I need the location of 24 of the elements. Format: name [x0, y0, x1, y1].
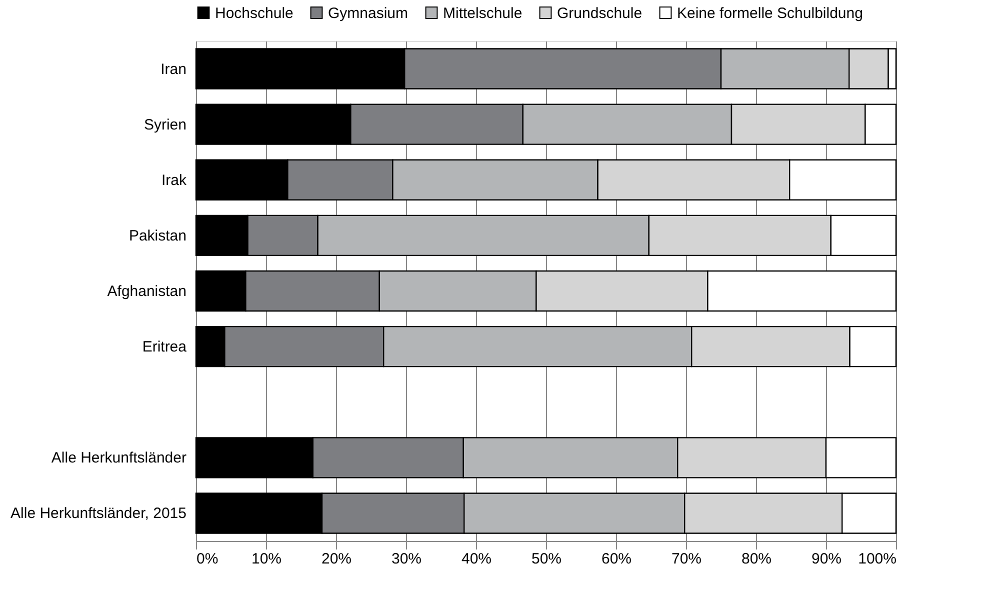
- x-tick-label: 100%: [858, 550, 896, 568]
- x-tick-label: 40%: [461, 550, 492, 568]
- y-tick-label: Iran: [160, 60, 186, 78]
- legend-label: Keine formelle Schulbildung: [677, 4, 863, 22]
- y-tick-label: Pakistan: [128, 227, 186, 244]
- legend-label: Hochschule: [215, 4, 294, 22]
- x-tick-label: 70%: [671, 550, 702, 568]
- y-tick-label: Alle Herkunftsländer: [51, 450, 186, 467]
- x-tick-label: 90%: [811, 550, 842, 568]
- y-tick-label: Irak: [161, 172, 187, 189]
- y-tick-label: Syrien: [144, 116, 186, 134]
- y-tick-label: Eritrea: [142, 338, 188, 356]
- x-tick-label: 20%: [321, 550, 352, 568]
- y-tick-label: Alle Herkunftsländer, 2015: [10, 505, 186, 522]
- x-tick-label: 10%: [251, 550, 282, 568]
- x-tick-label: 80%: [741, 550, 772, 568]
- y-tick-label: Afghanistan: [107, 283, 186, 300]
- legend-label: Mittelschule: [443, 4, 522, 22]
- x-tick-label: 0%: [196, 550, 218, 568]
- legend-label: Grundschule: [557, 4, 642, 22]
- legend-label: Gymnasium: [328, 4, 408, 22]
- x-tick-label: 30%: [391, 550, 422, 568]
- x-tick-label: 50%: [531, 550, 562, 568]
- x-tick-label: 60%: [601, 550, 632, 568]
